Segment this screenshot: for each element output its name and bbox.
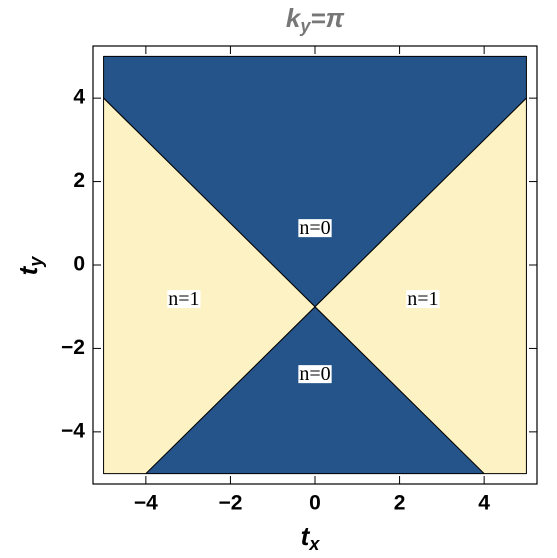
x-tick-label: 0 (309, 492, 321, 515)
chart-title: ky=π (286, 3, 345, 36)
region (314, 97, 527, 475)
x-tick-label: −2 (218, 492, 242, 515)
x-tick-label: −4 (134, 492, 158, 515)
x-tick-label: 4 (478, 492, 490, 515)
region-label-bg (298, 365, 332, 384)
region-label-group: n=1 (167, 288, 201, 310)
region-label-bg (167, 290, 201, 309)
region-label: n=1 (407, 288, 438, 310)
region-label-bg (298, 219, 332, 238)
x-axis-label: tx (301, 521, 321, 554)
region-label: n=0 (299, 217, 330, 239)
region (103, 97, 316, 475)
region-label-bg (406, 290, 440, 309)
y-tick-label: 0 (73, 253, 85, 276)
y-axis-label: ty (13, 256, 46, 276)
title-sub: y (299, 16, 311, 36)
y-tick-label: −4 (61, 419, 85, 442)
region-label-group: n=0 (298, 363, 332, 385)
y-label-base: t (13, 265, 43, 275)
region-label: n=1 (168, 288, 199, 310)
x-label-sub: x (308, 534, 320, 554)
x-tick-label: 2 (394, 492, 406, 515)
y-label-sub: y (26, 256, 46, 268)
region-label-group: n=0 (298, 217, 332, 239)
y-tick-label: 4 (73, 86, 85, 109)
region-label-group: n=1 (406, 288, 440, 310)
y-tick-label: −2 (61, 336, 85, 359)
region-label: n=0 (299, 363, 330, 385)
title-base: k (286, 3, 302, 33)
title-rest: =π (310, 3, 344, 33)
y-tick-label: 2 (73, 169, 85, 192)
x-label-base: t (301, 521, 311, 551)
